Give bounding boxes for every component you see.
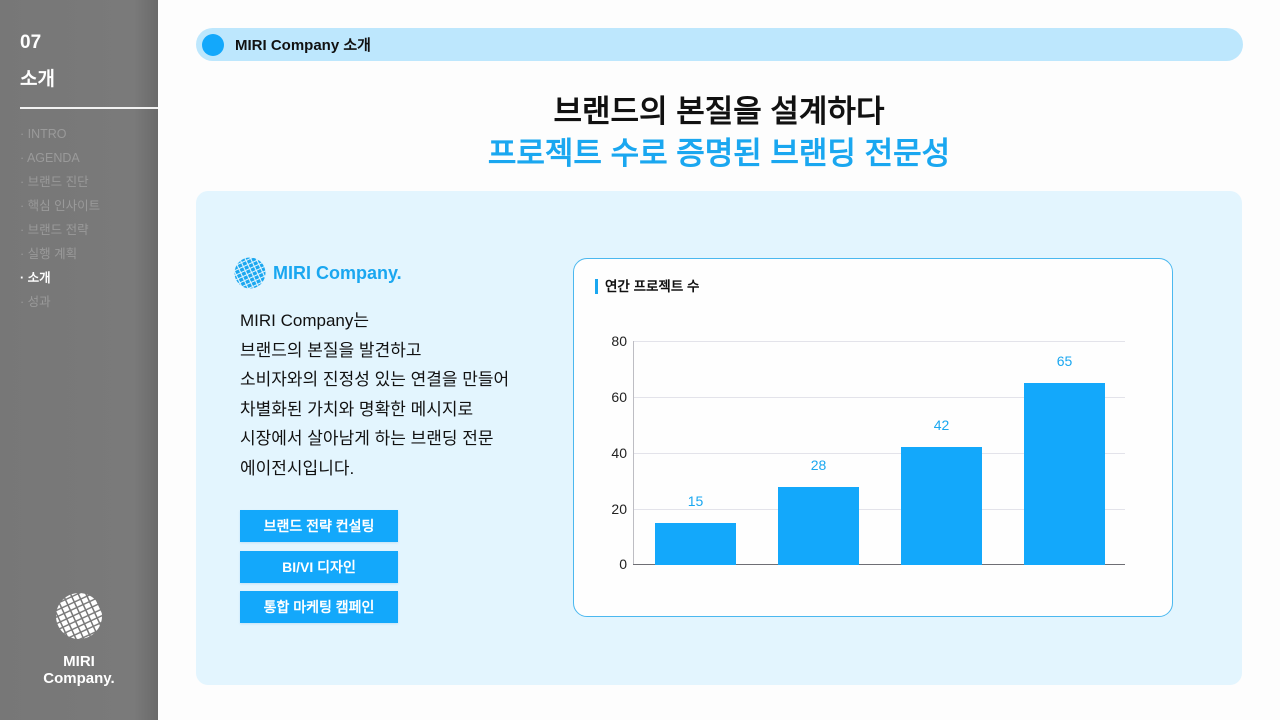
description-line: 브랜드의 본질을 발견하고 bbox=[240, 340, 422, 360]
header-dot-icon bbox=[202, 33, 224, 56]
section-header: MIRI Company 소개 bbox=[196, 28, 1243, 61]
sidebar-logo: MIRI Company. bbox=[0, 592, 158, 687]
page-title: 브랜드의 본질을 설계하다 bbox=[553, 94, 885, 129]
y-tick: 40 bbox=[611, 445, 627, 461]
bar-3[interactable] bbox=[901, 447, 982, 565]
brand-logo: MIRI Company. bbox=[234, 257, 402, 289]
sidebar-item-brand-strategy[interactable]: · 브랜드 전략 bbox=[20, 223, 89, 237]
y-tick: 60 bbox=[611, 389, 627, 405]
y-tick: 80 bbox=[611, 333, 627, 349]
striped-globe-icon bbox=[56, 593, 102, 639]
x-axis bbox=[633, 564, 1125, 565]
bar-chart: 80 60 40 20 0 15 28 42 65 bbox=[611, 333, 1127, 572]
y-tick: 0 bbox=[619, 556, 627, 572]
bar-4[interactable] bbox=[1024, 383, 1105, 565]
service-tag-brand-strategy[interactable]: 브랜드 전략 컨설팅 bbox=[240, 510, 398, 542]
logo-line1: MIRI bbox=[63, 653, 95, 670]
bar-value-label: 42 bbox=[933, 417, 950, 434]
sidebar-item-results[interactable]: · 성과 bbox=[20, 295, 51, 309]
sidebar-item-introduction[interactable]: · 소개 bbox=[20, 271, 51, 285]
sidebar-item-key-insights[interactable]: · 핵심 인사이트 bbox=[20, 199, 101, 213]
sidebar-item-action-plan[interactable]: · 실행 계획 bbox=[20, 247, 78, 261]
page-subtitle: 프로젝트 수로 증명된 브랜딩 전문성 bbox=[487, 136, 951, 171]
description-line: MIRI Company는 bbox=[240, 311, 370, 330]
intro-panel: MIRI Company. MIRI Company는 브랜드의 본질을 발견하… bbox=[196, 191, 1242, 685]
logo-line2: Company. bbox=[43, 670, 115, 687]
chart-title: 연간 프로젝트 수 bbox=[595, 279, 699, 294]
y-tick: 20 bbox=[611, 501, 627, 517]
company-description: MIRI Company는 브랜드의 본질을 발견하고 소비자와의 진정성 있는… bbox=[240, 306, 509, 483]
bar-2[interactable] bbox=[778, 486, 859, 565]
description-line: 시장에서 살아남게 하는 브랜딩 전문 bbox=[240, 429, 494, 448]
gridline bbox=[633, 509, 1125, 510]
description-line: 에이전시입니다. bbox=[240, 458, 355, 478]
description-line: 소비자와의 진정성 있는 연결을 만들어 bbox=[240, 370, 510, 389]
sidebar-item-intro[interactable]: · INTRO bbox=[20, 127, 67, 141]
description-line: 차별화된 가치와 명확한 메시지로 bbox=[240, 399, 474, 419]
bar-value-label: 28 bbox=[810, 456, 827, 473]
bar-value-label: 65 bbox=[1056, 353, 1073, 369]
sidebar-divider bbox=[20, 107, 158, 109]
bar-1[interactable] bbox=[655, 523, 736, 565]
section-number: 07 bbox=[20, 32, 42, 53]
y-axis bbox=[633, 341, 634, 565]
bar-value-label: 15 bbox=[687, 493, 704, 509]
service-tags: 브랜드 전략 컨설팅 BI/VI 디자인 통합 마케팅 캠페인 bbox=[240, 510, 398, 632]
sidebar-nav: · INTRO · AGENDA · 브랜드 진단 · 핵심 인사이트 · 브랜… bbox=[20, 122, 100, 314]
section-title: 소개 bbox=[20, 69, 55, 90]
gridline bbox=[633, 397, 1125, 398]
sidebar-item-brand-diagnosis[interactable]: · 브랜드 진단 bbox=[20, 175, 89, 189]
striped-globe-icon bbox=[234, 257, 266, 289]
brand-name: MIRI Company. bbox=[273, 262, 402, 283]
gridline bbox=[633, 341, 1125, 342]
chart-card: 연간 프로젝트 수 80 60 40 20 0 15 28 42 65 bbox=[573, 258, 1173, 617]
sidebar-item-agenda[interactable]: · AGENDA bbox=[20, 151, 80, 165]
service-tag-bi-vi-design[interactable]: BI/VI 디자인 bbox=[240, 550, 398, 583]
service-tag-marketing-campaign[interactable]: 통합 마케팅 캠페인 bbox=[240, 591, 398, 623]
gridline bbox=[633, 453, 1125, 454]
header-label: MIRI Company 소개 bbox=[235, 37, 371, 54]
sidebar: 07 소개 · INTRO · AGENDA · 브랜드 진단 · 핵심 인사이… bbox=[0, 0, 158, 720]
